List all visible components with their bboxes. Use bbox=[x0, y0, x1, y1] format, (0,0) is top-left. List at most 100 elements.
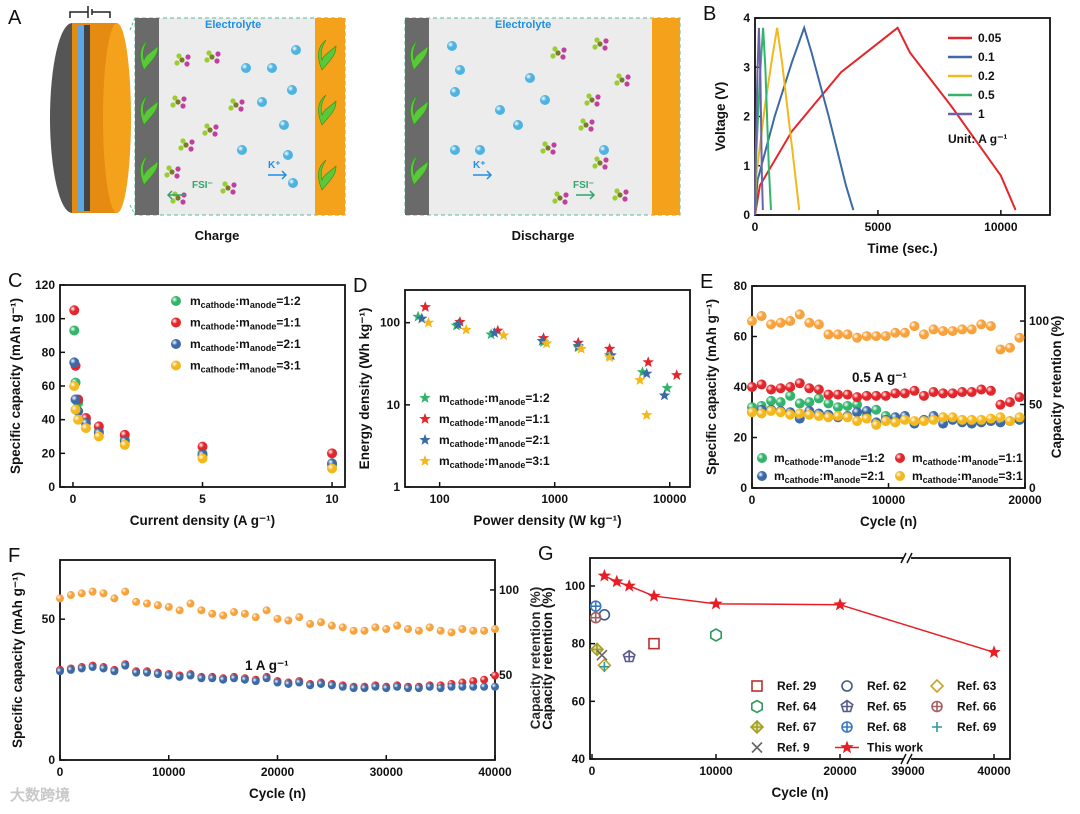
y-tick-label: 80 bbox=[734, 279, 748, 293]
x-axis-label: Cycle (n) bbox=[860, 514, 917, 529]
text-span: =1:1 bbox=[525, 412, 550, 426]
data-point bbox=[995, 412, 1006, 423]
data-point-star bbox=[419, 434, 431, 445]
atom bbox=[589, 97, 595, 103]
fsi-ion-cluster bbox=[578, 118, 595, 132]
x-axis-label: Power density (W kg⁻¹) bbox=[473, 513, 621, 528]
coin-cell-icon bbox=[50, 6, 131, 213]
x-tick-label: 10000 bbox=[984, 220, 1018, 234]
text-span: cathode bbox=[201, 343, 236, 353]
text-span: cathode bbox=[923, 457, 958, 467]
y-tick-label: 40 bbox=[572, 752, 586, 766]
y-tick-label: 20 bbox=[42, 446, 56, 460]
data-point bbox=[957, 387, 968, 398]
y-tick-label: 1 bbox=[743, 159, 750, 173]
data-point bbox=[480, 682, 489, 691]
series-line bbox=[754, 27, 801, 216]
data-point bbox=[219, 675, 228, 684]
atom bbox=[603, 38, 609, 44]
annotation: 1 A g⁻¹ bbox=[245, 658, 289, 673]
series-mcathode-manode-3-1 bbox=[69, 381, 338, 474]
data-point bbox=[382, 625, 391, 634]
series-mcathode-manode-3-1 bbox=[422, 316, 653, 420]
data-point-plus bbox=[599, 661, 610, 672]
y2-axis-label: Capacity retention (%) bbox=[1049, 316, 1064, 459]
atom bbox=[552, 46, 558, 52]
text-span: :m bbox=[484, 454, 499, 468]
x-axis-label: Cycle (n) bbox=[771, 785, 828, 800]
fsi-ion-cluster bbox=[584, 93, 601, 107]
data-point-star bbox=[603, 342, 616, 354]
data-point bbox=[938, 326, 949, 337]
atom bbox=[617, 192, 623, 198]
text-span: anode bbox=[972, 457, 999, 467]
data-point bbox=[306, 681, 315, 690]
x-tick-label: 20000 bbox=[823, 764, 857, 778]
leaf-shape bbox=[140, 39, 159, 71]
series-ref-68 bbox=[589, 600, 602, 612]
data-point bbox=[360, 626, 369, 635]
data-point bbox=[985, 413, 996, 424]
charge-label: Charge bbox=[195, 228, 240, 243]
axis-break-gap bbox=[903, 553, 911, 563]
panel-letter: G bbox=[538, 543, 554, 565]
data-point-star bbox=[840, 740, 854, 754]
data-point-star bbox=[540, 337, 553, 349]
data-point bbox=[69, 381, 80, 391]
data-point bbox=[880, 331, 891, 342]
fsi-ion-label: FSI⁻ bbox=[573, 180, 594, 191]
leaf-shape bbox=[140, 94, 159, 126]
y-axis-label-duplicate: Capacity retention (%) bbox=[528, 587, 543, 730]
series-line bbox=[754, 26, 1017, 216]
atom bbox=[552, 198, 558, 204]
data-point bbox=[871, 419, 882, 430]
data-point bbox=[186, 671, 195, 680]
legend-item: mcathode:manode=1:1 bbox=[895, 451, 1023, 467]
k-ion-sphere bbox=[513, 120, 523, 130]
y-axis-label: Specific capacity (mAh g⁻¹) bbox=[704, 299, 719, 475]
marker-shape bbox=[840, 699, 854, 713]
data-point bbox=[1004, 397, 1015, 408]
data-point bbox=[77, 664, 86, 673]
data-point-star bbox=[605, 349, 617, 361]
data-point bbox=[295, 678, 304, 687]
series-0-2 bbox=[754, 27, 801, 216]
series-discharge-capacity bbox=[56, 661, 499, 693]
atom bbox=[603, 157, 609, 163]
data-point bbox=[458, 625, 467, 634]
data-point-star bbox=[488, 327, 501, 338]
data-point-star bbox=[640, 409, 653, 420]
data-point-star bbox=[419, 392, 431, 403]
axis-break-icon bbox=[900, 753, 913, 765]
legend-item: 1 bbox=[948, 107, 985, 121]
legend-item: Ref. 64 bbox=[751, 700, 817, 714]
fsi-ion-label: FSI⁻ bbox=[192, 180, 213, 191]
atom bbox=[180, 138, 186, 144]
data-point bbox=[823, 398, 834, 409]
data-point bbox=[871, 331, 882, 342]
k-ion-sphere bbox=[475, 145, 485, 155]
legend-item: mcathode:manode=1:1 bbox=[171, 316, 301, 332]
series-retention bbox=[56, 587, 499, 637]
x-tick-label: 40000 bbox=[478, 765, 512, 779]
data-point-pentagon bbox=[840, 699, 854, 713]
data-point bbox=[458, 682, 467, 691]
series-ref-29 bbox=[648, 637, 660, 650]
data-point bbox=[842, 412, 853, 423]
fsi-ion-cluster bbox=[592, 37, 609, 51]
data-point bbox=[880, 416, 891, 427]
data-point bbox=[382, 684, 391, 693]
legend-item: Ref. 65 bbox=[840, 699, 907, 714]
x-tick-label: 0 bbox=[57, 765, 64, 779]
atom bbox=[220, 188, 226, 194]
data-point bbox=[794, 309, 805, 320]
y-tick-label: 60 bbox=[734, 330, 748, 344]
data-point bbox=[99, 589, 108, 598]
text-span: =1:1 bbox=[276, 316, 301, 330]
k-ion-sphere bbox=[267, 63, 277, 73]
data-point bbox=[171, 339, 181, 349]
data-point bbox=[69, 325, 80, 336]
x-tick-label: 0 bbox=[70, 492, 77, 506]
data-point-star bbox=[452, 318, 464, 330]
